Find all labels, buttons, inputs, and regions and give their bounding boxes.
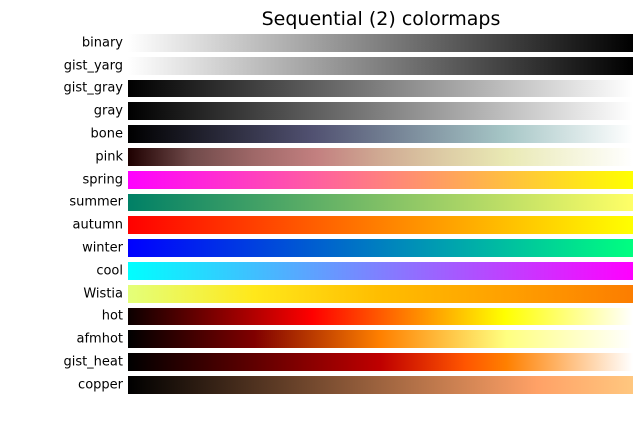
colormap-bar [128, 307, 633, 326]
colormap-bar [128, 34, 633, 52]
colormap-label: gist_yarg [63, 58, 123, 74]
colormap-row-Wistia: Wistia [0, 284, 640, 303]
colormap-bar [128, 79, 633, 98]
colormap-bar [128, 125, 633, 143]
colormap-bar [128, 216, 633, 235]
colormap-label: copper [78, 377, 123, 393]
colormap-label: gist_gray [63, 80, 124, 96]
colormap-bar [128, 56, 633, 75]
colormap-bar [128, 170, 633, 189]
colormap-row-afmhot: afmhot [0, 330, 640, 349]
colormap-label: hot [101, 308, 123, 324]
colormap-row-spring: spring [0, 170, 640, 189]
colormap-row-copper: copper [0, 376, 640, 394]
colormap-bar [128, 353, 633, 371]
colormap-bar [128, 262, 633, 280]
colormap-label: gray [93, 103, 123, 119]
colormap-label: bone [90, 126, 123, 142]
colormap-bar [128, 102, 633, 121]
colormap-bar [128, 239, 633, 257]
colormap-label: summer [69, 194, 123, 210]
colormap-row-hot: hot [0, 307, 640, 326]
chart-title: Sequential (2) colormaps [261, 8, 501, 30]
colormap-label: gist_heat [63, 354, 123, 370]
colormap-bar [128, 284, 633, 303]
colormap-bar [128, 330, 633, 349]
colormap-row-cool: cool [0, 262, 640, 280]
colormap-row-summer: summer [0, 193, 640, 212]
colormap-bar [128, 193, 633, 212]
colormap-label: autumn [72, 217, 123, 233]
colormap-label: binary [81, 35, 123, 51]
colormap-row-bone: bone [0, 125, 640, 143]
colormap-row-gray: gray [0, 102, 640, 121]
colormap-row-gist_heat: gist_heat [0, 353, 640, 371]
colormap-label: Wistia [83, 286, 123, 302]
colormap-label: cool [96, 263, 123, 279]
colormap-row-winter: winter [0, 239, 640, 257]
colormap-label: afmhot [76, 331, 124, 347]
colormap-row-gist_gray: gist_gray [0, 79, 640, 98]
colormap-bar [128, 376, 633, 394]
colormap-label: spring [82, 172, 123, 188]
colormap-bar [128, 148, 633, 166]
colormap-label: winter [82, 240, 123, 256]
colormap-row-pink: pink [0, 148, 640, 166]
colormap-row-binary: binary [0, 34, 640, 52]
colormap-row-gist_yarg: gist_yarg [0, 56, 640, 75]
colormap-label: pink [95, 149, 123, 165]
colormap-row-autumn: autumn [0, 216, 640, 235]
